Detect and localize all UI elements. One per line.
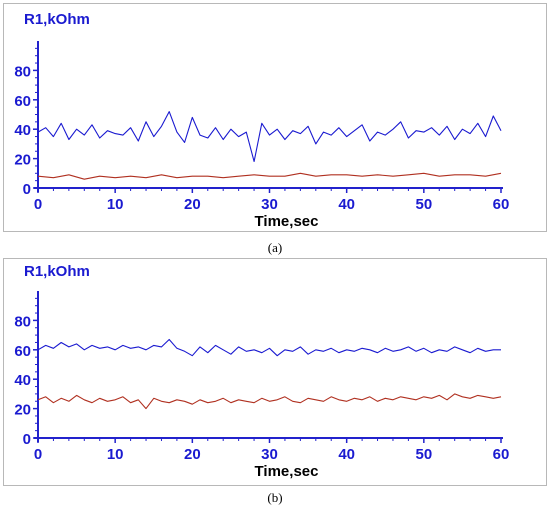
chart-b-x-tick-label: 30: [261, 446, 278, 463]
chart-a-y-tick-label: 80: [14, 63, 31, 80]
chart-b-x-tick-label: 0: [34, 446, 42, 463]
chart-a-x-tick-label: 60: [493, 196, 510, 213]
caption-a: (a): [267, 240, 283, 255]
chart-b-x-axis-label: Time,sec: [255, 463, 319, 480]
chart-b-y-tick-label: 40: [14, 372, 31, 389]
chart-panel-a: 0 20 40 60 80 0 10 20 30 40 50 60 R1,kOhm Time,sec: [3, 3, 547, 232]
chart-a-x-tick-label: 50: [415, 196, 432, 213]
chart-b-x-tick-label: 10: [107, 446, 124, 463]
chart-a-y-axis-label: R1,kOhm: [24, 11, 90, 28]
chart-b-y-tick-label: 0: [23, 431, 31, 448]
chart-b-x-tick-label: 60: [493, 446, 510, 463]
chart-a-x-tick-label: 10: [107, 196, 124, 213]
chart-b-svg: 0 20 40 60 80 0 10 20 30 40 50 60 R1,kOhm Time,sec: [14, 263, 510, 480]
caption-b: (b): [267, 490, 283, 505]
chart-a-y-tick-label: 60: [14, 93, 31, 110]
chart-b-x-tick-label: 40: [338, 446, 355, 463]
chart-a-x-tick-label: 40: [338, 196, 355, 213]
chart-b-y-tick-label: 20: [14, 402, 31, 419]
chart-b-y-tick-label: 60: [14, 343, 31, 360]
chart-a-x-tick-label: 30: [261, 196, 278, 213]
chart-b-x-tick-label: 20: [184, 446, 201, 463]
chart-a-y-tick-label: 20: [14, 152, 31, 169]
chart-b-series-1-line: [37, 393, 502, 410]
chart-panel-b: 0 20 40 60 80 0 10 20 30 40 50 60 R1,kOhm Time,sec: [3, 258, 547, 486]
chart-b-x-tick-label: 50: [415, 446, 432, 463]
chart-a-x-tick-label: 0: [34, 196, 42, 213]
chart-a-y-tick-label: 0: [23, 181, 31, 198]
chart-b-series-0-line: [37, 338, 501, 357]
chart-a-x-tick-label: 20: [184, 196, 201, 213]
chart-b-y-tick-label: 80: [14, 313, 31, 330]
chart-a-y-tick-label: 40: [14, 122, 31, 139]
chart-b-y-axis-label: R1,kOhm: [24, 263, 90, 280]
chart-a-series-0-line: [37, 111, 502, 163]
chart-a-series-1-line: [37, 172, 502, 180]
chart-a-svg: 0 20 40 60 80 0 10 20 30 40 50 60 R1,kOhm Time,sec: [14, 11, 510, 230]
chart-a-x-axis-label: Time,sec: [255, 213, 319, 230]
